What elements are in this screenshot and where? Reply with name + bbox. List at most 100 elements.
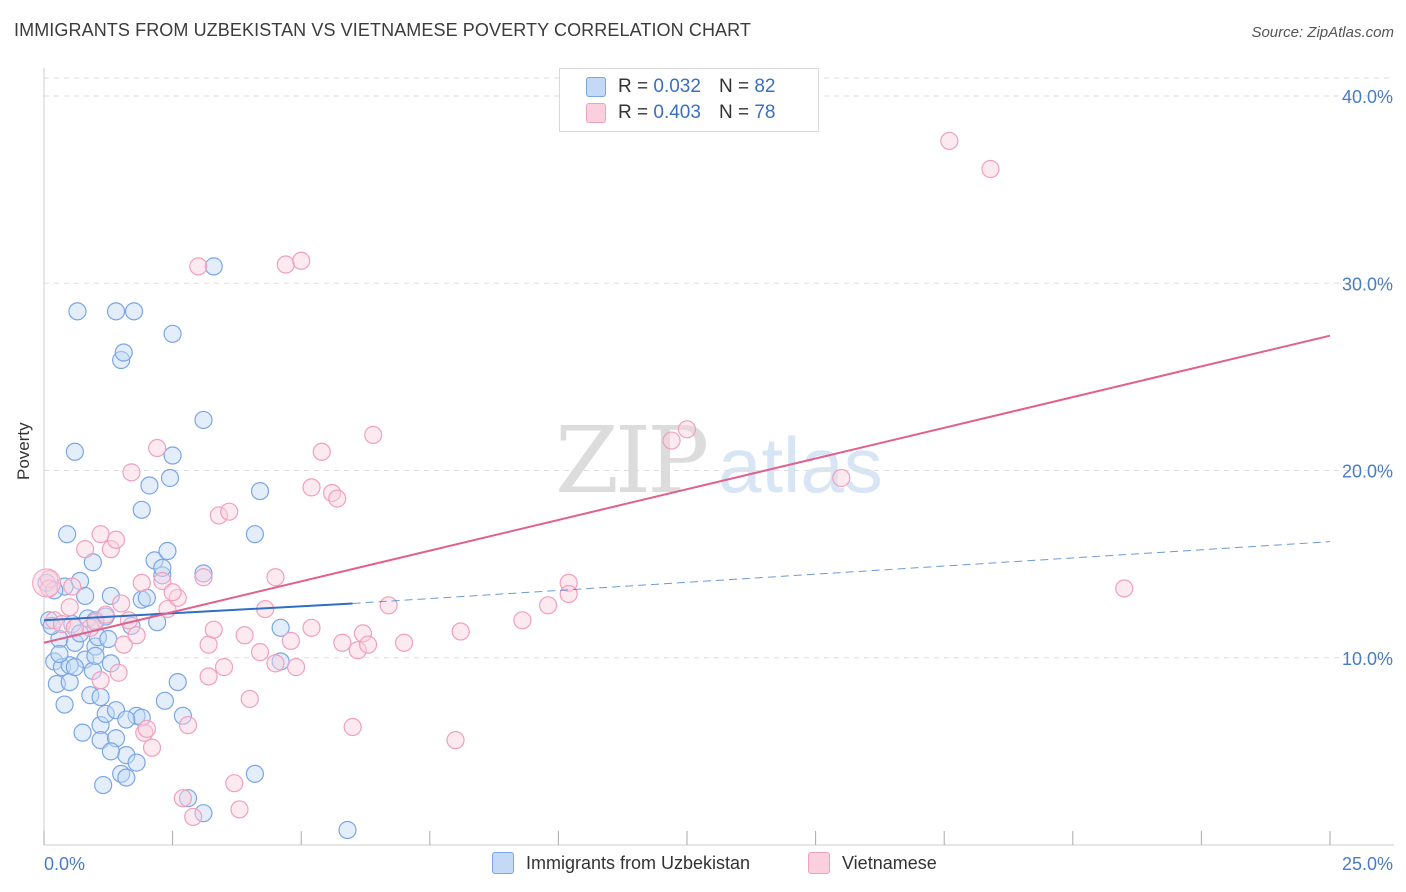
data-point: [142, 738, 162, 757]
tick-labels: 10.0% 20.0% 30.0% 40.0% 0.0% 25.0%: [44, 87, 1393, 874]
data-point: [394, 633, 414, 652]
data-point: [173, 789, 192, 808]
bottom-legend-vietnamese: Vietnamese: [808, 852, 937, 874]
data-point: [153, 566, 172, 585]
data-point: [322, 483, 342, 503]
data-point: [266, 654, 285, 673]
series-uzbekistan-points: [37, 257, 357, 840]
data-point: [101, 654, 120, 673]
y-tick-label: 40.0%: [1342, 87, 1393, 107]
data-point: [225, 774, 244, 793]
data-point: [328, 489, 347, 508]
legend-n-label: N =: [718, 102, 750, 123]
trendline-uzbekistan: [43, 602, 353, 622]
data-point: [194, 410, 213, 430]
y-tick-label: 10.0%: [1342, 649, 1393, 669]
svg-text:atlas: atlas: [718, 421, 883, 509]
data-point: [539, 596, 558, 615]
bottom-legend-swatch-uzbekistan: [492, 852, 514, 874]
data-point: [178, 716, 198, 735]
data-point: [132, 500, 151, 519]
data-point: [127, 753, 146, 772]
data-point: [68, 302, 87, 321]
data-point: [76, 540, 95, 559]
axes: [43, 68, 1394, 846]
data-point: [163, 446, 182, 465]
data-point: [127, 626, 146, 645]
trendline-uzbekistan-extension: [352, 541, 1331, 604]
data-point: [204, 257, 223, 276]
data-point: [220, 502, 239, 521]
data-point: [333, 633, 352, 652]
data-point: [117, 746, 136, 765]
data-point: [343, 717, 362, 737]
data-point: [117, 710, 136, 729]
data-point: [58, 525, 77, 544]
data-point: [163, 583, 182, 602]
data-point: [348, 641, 367, 660]
data-point: [99, 629, 118, 649]
legend-row-vietnamese: R = 0.403 N = 78: [586, 101, 775, 125]
x-tick-label: 25.0%: [1342, 854, 1393, 874]
data-point: [158, 541, 177, 561]
data-point: [199, 667, 218, 686]
data-point: [235, 626, 254, 645]
data-point: [353, 624, 373, 643]
data-point: [50, 644, 69, 664]
data-point: [168, 588, 187, 607]
legend-n-value: 82: [754, 76, 776, 97]
data-point: [173, 706, 192, 725]
data-point: [451, 622, 470, 641]
data-point: [112, 594, 131, 613]
data-point: [109, 663, 128, 682]
correlation-legend: R = 0.032 N = 82 R = 0.403 N = 78: [559, 68, 819, 132]
data-point: [101, 586, 120, 606]
data-point: [271, 618, 290, 637]
data-point: [137, 719, 156, 739]
data-point: [214, 658, 234, 677]
data-point: [153, 571, 172, 591]
watermark: ZIP atlas: [555, 407, 883, 514]
data-point: [73, 723, 92, 742]
data-point: [292, 251, 311, 270]
data-point: [364, 425, 383, 445]
data-point: [124, 302, 144, 321]
data-point: [286, 658, 306, 677]
data-point: [281, 631, 301, 650]
data-point: [677, 420, 697, 439]
data-point: [65, 442, 84, 461]
data-point: [184, 807, 203, 827]
legend-swatch-vietnamese: [586, 103, 606, 123]
data-point: [194, 804, 213, 823]
data-point: [446, 731, 465, 750]
data-point: [101, 540, 120, 559]
data-point: [140, 476, 159, 495]
data-point: [250, 481, 270, 501]
series-vietnamese-points: [32, 131, 1134, 827]
trendline-vietnamese: [43, 334, 1331, 644]
data-point: [91, 525, 110, 544]
y-tick-label: 20.0%: [1342, 462, 1393, 482]
data-point: [122, 463, 141, 482]
data-point: [114, 635, 133, 654]
data-point: [60, 598, 79, 617]
y-tick-label: 30.0%: [1342, 274, 1393, 294]
legend-swatch-uzbekistan: [586, 77, 606, 97]
data-point: [250, 643, 270, 662]
data-point: [112, 350, 131, 370]
data-point: [94, 775, 113, 795]
data-point: [65, 658, 84, 677]
data-point: [96, 605, 115, 624]
legend-row-uzbekistan: R = 0.032 N = 82: [586, 75, 775, 99]
data-point: [276, 255, 295, 274]
data-point: [358, 635, 378, 654]
data-point: [230, 800, 249, 819]
data-point: [178, 789, 198, 808]
legend-r-label: R =: [618, 76, 649, 97]
data-point: [302, 478, 321, 497]
data-point: [940, 131, 959, 151]
data-point: [981, 159, 1000, 179]
data-point: [209, 506, 228, 525]
data-point: [163, 324, 182, 343]
